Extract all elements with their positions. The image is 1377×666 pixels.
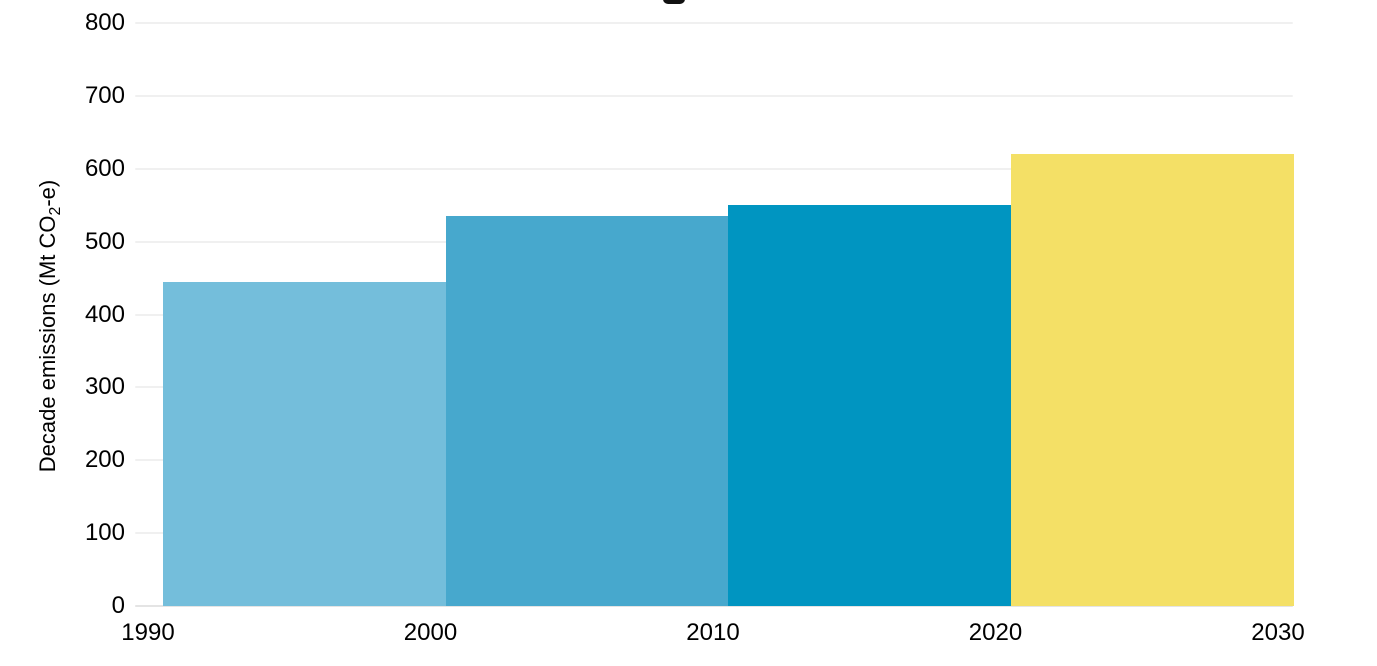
y-tick-label-100: 100: [84, 519, 125, 547]
gridline-800: [135, 22, 1293, 24]
x-tick-label-2020: 2020: [968, 619, 1023, 646]
x-axis-baseline: [135, 605, 1293, 607]
x-tick-label-2000: 2000: [403, 619, 458, 646]
y-tick-label-200: 200: [84, 446, 125, 474]
x-tick-label-2030: 2030: [1251, 619, 1305, 646]
y-tick-label-0: 0: [111, 592, 125, 619]
x-tick-label-2010: 2010: [686, 619, 740, 646]
y-tick-label-600: 600: [84, 154, 125, 182]
bar-2010-2020: [728, 205, 1011, 606]
gridline-600: [135, 167, 1293, 170]
y-tick-label-800: 800: [84, 9, 125, 36]
y-tick-label-500: 500: [84, 227, 125, 255]
bar-2020-2030: [1010, 154, 1294, 606]
y-tick-label-300: 300: [84, 373, 125, 401]
bar-1990-2000: [163, 281, 446, 606]
y-axis-title-subscript: 2: [47, 206, 65, 216]
gridline-700: [135, 94, 1293, 97]
bar-2000-2010: [445, 216, 729, 606]
cutoff-title-glyph: [663, 0, 685, 4]
y-axis-title-text-tail: -e): [34, 179, 60, 207]
y-tick-label-400: 400: [84, 300, 125, 328]
y-axis-title-text: Decade emissions (Mt CO: [34, 215, 60, 473]
x-tick-label-1990: 1990: [121, 619, 175, 646]
y-tick-label-700: 700: [84, 81, 125, 109]
